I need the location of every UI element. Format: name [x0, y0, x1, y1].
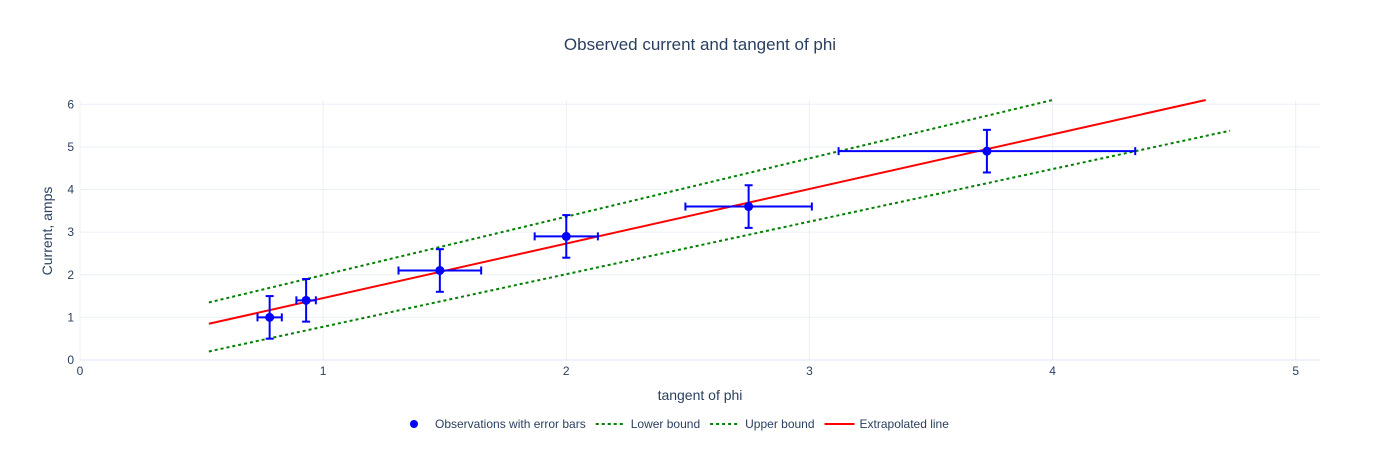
grid [79, 100, 1320, 361]
extrapolated-line-line [208, 99, 1206, 325]
y-tick-label: 3 [67, 225, 74, 239]
x-tick-label: 1 [320, 364, 327, 378]
y-tick-label: 0 [67, 353, 74, 367]
legend-marker-observations-with-error-bars [410, 420, 418, 428]
data-point [301, 295, 311, 305]
series-points [256, 128, 1137, 340]
data-point [744, 202, 754, 212]
legend-label-observations-with-error-bars: Observations with error bars [435, 417, 586, 431]
lower-bound-line [208, 129, 1231, 353]
data-point [265, 312, 275, 322]
data-point [561, 231, 571, 241]
x-tick-label: 0 [77, 364, 84, 378]
chart-title: Observed current and tangent of phi [564, 35, 836, 54]
x-tick-label: 5 [1292, 364, 1299, 378]
x-axis-title: tangent of phi [658, 387, 743, 403]
y-tick-label: 1 [67, 310, 74, 324]
y-tick-label: 6 [67, 97, 74, 111]
legend-label-extrapolated-line: Extrapolated line [860, 417, 950, 431]
x-tick-label: 4 [1049, 364, 1056, 378]
series-lines [208, 99, 1231, 353]
data-point [435, 265, 445, 275]
x-tick-label: 3 [806, 364, 813, 378]
upper-bound-line [208, 99, 1053, 304]
y-axis-title: Current, amps [39, 187, 55, 276]
y-tick-label: 2 [67, 268, 74, 282]
legend-label-upper-bound: Upper bound [745, 417, 814, 431]
tick-labels: 0 1 2 3 4 5 6 0 1 2 3 4 5 [67, 97, 1299, 378]
y-tick-label: 5 [67, 140, 74, 154]
y-tick-label: 4 [67, 183, 74, 197]
data-point [982, 146, 992, 156]
legend-label-lower-bound: Lower bound [631, 417, 700, 431]
x-tick-label: 2 [563, 364, 570, 378]
legend: Observations with error bars Lower bound U… [410, 417, 949, 431]
